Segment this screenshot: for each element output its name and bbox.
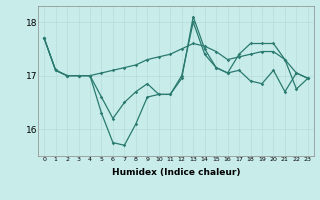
X-axis label: Humidex (Indice chaleur): Humidex (Indice chaleur) (112, 168, 240, 177)
